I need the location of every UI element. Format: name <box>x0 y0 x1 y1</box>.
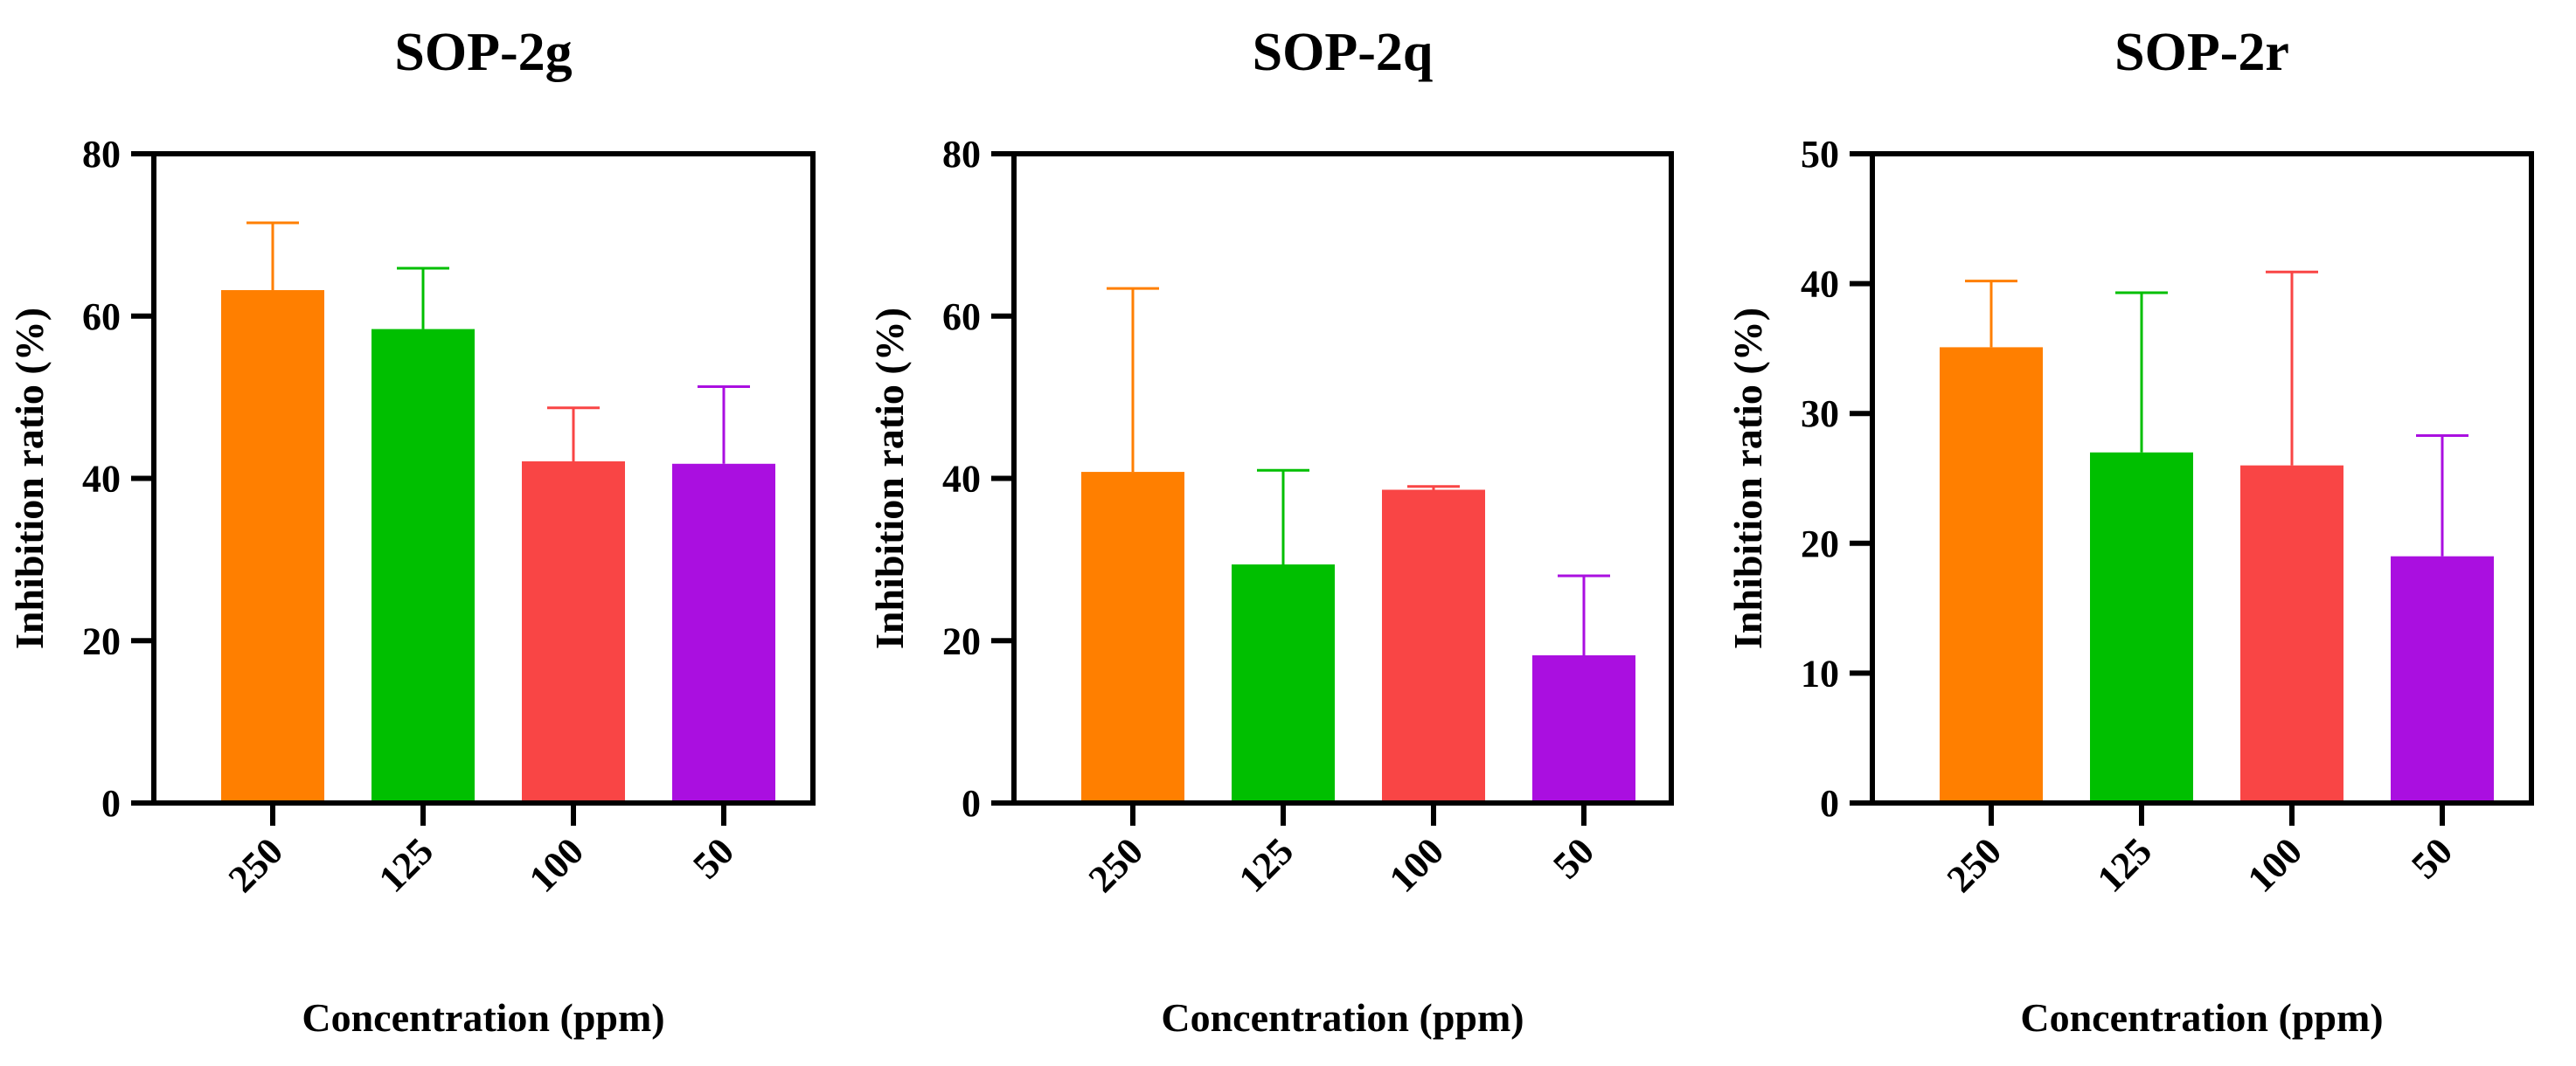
bar <box>1382 489 1485 803</box>
x-axis-label: Concentration (ppm) <box>1161 995 1524 1040</box>
bar <box>1532 654 1635 803</box>
bar <box>2240 465 2343 803</box>
chart-panel-1: SOP-2g Inhibition ratio (%) Concentration … <box>7 23 816 1040</box>
x-tick-label: 100 <box>521 829 592 900</box>
bar <box>2090 452 2193 803</box>
y-tick-label: 20 <box>942 620 981 662</box>
plot-frame <box>1870 151 2534 806</box>
plot-frame <box>151 151 816 806</box>
bar <box>371 329 475 803</box>
x-tick-label: 125 <box>2089 829 2160 900</box>
x-tick-label: 250 <box>220 829 291 900</box>
x-tick-label: 100 <box>1381 829 1452 900</box>
chart-title: SOP-2r <box>2114 23 2289 82</box>
y-axis-label: Inhibition ratio (%) <box>867 308 912 649</box>
bar <box>2391 556 2494 803</box>
x-tick-label: 125 <box>1231 829 1302 900</box>
x-axis-label: Concentration (ppm) <box>302 995 664 1040</box>
x-axis-label: Concentration (ppm) <box>2020 995 2383 1040</box>
y-tick-label: 40 <box>1801 263 1839 306</box>
bar <box>221 290 324 803</box>
chart-panel-3: SOP-2r Inhibition ratio (%) Concentration … <box>1725 23 2534 1040</box>
y-tick-label: 0 <box>962 782 981 825</box>
y-tick-label: 10 <box>1801 652 1839 695</box>
y-axis-label: Inhibition ratio (%) <box>7 308 52 649</box>
chart-title: SOP-2g <box>394 23 572 82</box>
x-tick-label: 50 <box>2403 829 2461 887</box>
plot-frame <box>1011 151 1674 806</box>
bar <box>522 460 625 803</box>
y-tick-label: 40 <box>82 458 121 501</box>
y-tick-label: 0 <box>1820 782 1839 825</box>
x-tick-label: 50 <box>1545 829 1602 887</box>
y-tick-label: 50 <box>1801 133 1839 176</box>
chart-title: SOP-2q <box>1253 23 1434 82</box>
chart-panel-2: SOP-2q Inhibition ratio (%) Concentration … <box>867 23 1674 1040</box>
bar <box>1232 564 1335 803</box>
y-tick-label: 60 <box>82 295 121 338</box>
bar <box>672 463 775 803</box>
y-tick-label: 30 <box>1801 392 1839 435</box>
x-tick-label: 100 <box>2239 829 2310 900</box>
y-tick-label: 60 <box>942 295 981 338</box>
x-tick-label: 50 <box>684 829 742 887</box>
x-tick-label: 250 <box>1080 829 1151 900</box>
y-axis-label: Inhibition ratio (%) <box>1725 308 1770 649</box>
y-tick-label: 80 <box>82 133 121 176</box>
bar <box>1940 347 2043 803</box>
y-tick-label: 0 <box>101 782 121 825</box>
bar <box>1081 472 1184 803</box>
y-tick-label: 40 <box>942 458 981 501</box>
x-tick-label: 250 <box>1939 829 2010 900</box>
y-tick-label: 20 <box>1801 523 1839 565</box>
x-tick-label: 125 <box>371 829 441 900</box>
y-tick-label: 20 <box>82 620 121 662</box>
y-tick-label: 80 <box>942 133 981 176</box>
